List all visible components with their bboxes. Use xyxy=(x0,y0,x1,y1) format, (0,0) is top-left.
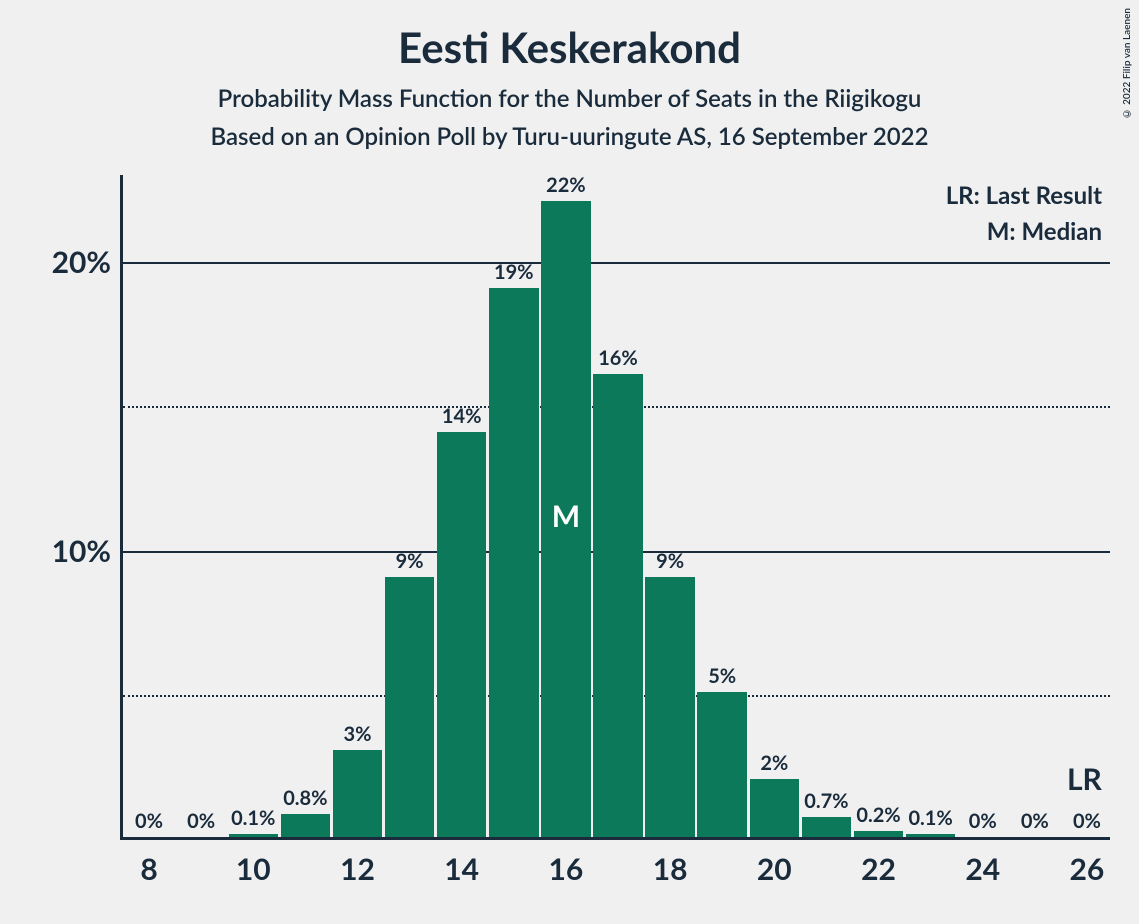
y-tick-label: 10% xyxy=(52,533,123,569)
x-tick-label: 26 xyxy=(1070,837,1105,887)
lr-marker: LR xyxy=(1067,761,1102,797)
x-tick-label: 8 xyxy=(140,837,157,887)
bar: 2% xyxy=(750,779,800,837)
bar-label: 0% xyxy=(969,809,997,837)
bar: 22%M xyxy=(541,201,591,837)
bar-label: 9% xyxy=(656,549,684,577)
legend-lr: LR: Last Result xyxy=(946,181,1102,210)
y-tick-label: 20% xyxy=(52,244,123,280)
gridline-major xyxy=(123,262,1110,264)
legend-m: M: Median xyxy=(987,217,1102,246)
x-tick-label: 18 xyxy=(653,837,688,887)
bar-label: 0.2% xyxy=(856,803,900,831)
bar: 14% xyxy=(437,432,487,837)
chart-container: © 2022 Filip van Laenen Eesti Keskerakon… xyxy=(0,0,1139,924)
bar-label: 5% xyxy=(708,664,736,692)
chart-subtitle-2: Based on an Opinion Poll by Turu-uuringu… xyxy=(0,122,1139,151)
x-tick-label: 12 xyxy=(340,837,375,887)
bar-label: 14% xyxy=(442,404,482,432)
plot-area: LR: Last Result M: Median 10%20%81012141… xyxy=(120,175,1110,840)
x-tick-label: 16 xyxy=(548,837,583,887)
bar: 19% xyxy=(489,288,539,837)
bar-label: 3% xyxy=(343,722,371,750)
chart-title: Eesti Keskerakond xyxy=(0,22,1139,72)
bar: 0.1% xyxy=(906,834,956,837)
bar-label: 0% xyxy=(187,809,215,837)
bar-label: 0% xyxy=(1021,809,1049,837)
bar-label: 0% xyxy=(1073,809,1101,837)
x-tick-label: 10 xyxy=(236,837,271,887)
bar: 16% xyxy=(593,374,643,837)
x-tick-label: 22 xyxy=(861,837,896,887)
bar-label: 0% xyxy=(135,809,163,837)
bar: 0.7% xyxy=(802,817,852,837)
bar-label: 0.8% xyxy=(283,786,327,814)
bar-label: 0.7% xyxy=(804,789,848,817)
bar: 3% xyxy=(333,750,383,837)
bar: 0.2% xyxy=(854,831,904,837)
x-tick-label: 24 xyxy=(965,837,1000,887)
x-tick-label: 14 xyxy=(444,837,479,887)
chart-subtitle-1: Probability Mass Function for the Number… xyxy=(0,84,1139,113)
bar: 0.8% xyxy=(281,814,331,837)
bar-label: 22% xyxy=(546,173,586,201)
bar: 5% xyxy=(697,692,747,837)
x-tick-label: 20 xyxy=(757,837,792,887)
bar-label: 9% xyxy=(396,549,424,577)
bar-label: 19% xyxy=(494,260,534,288)
bar-label: 0.1% xyxy=(231,806,275,834)
bar-label: 2% xyxy=(760,751,788,779)
bar: 9% xyxy=(645,577,695,837)
bar: 9% xyxy=(385,577,435,837)
bar-label: 0.1% xyxy=(908,806,952,834)
bar-label: 16% xyxy=(598,346,638,374)
bar: 0.1% xyxy=(229,834,279,837)
median-marker: M xyxy=(552,498,580,534)
